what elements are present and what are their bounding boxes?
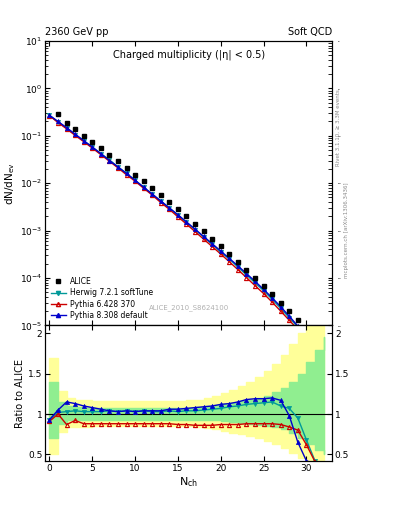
Text: Rivet 3.1.10, ≥ 3.3M events: Rivet 3.1.10, ≥ 3.3M events: [336, 90, 341, 166]
Text: mcplots.cern.ch [arXiv:1306.3436]: mcplots.cern.ch [arXiv:1306.3436]: [344, 183, 349, 278]
X-axis label: N$_\mathsf{ch}$: N$_\mathsf{ch}$: [179, 475, 198, 489]
Text: 2360 GeV pp: 2360 GeV pp: [45, 27, 109, 37]
Text: Charged multiplicity (|η| < 0.5): Charged multiplicity (|η| < 0.5): [112, 50, 265, 60]
Y-axis label: dN/dN$_\mathsf{ev}$: dN/dN$_\mathsf{ev}$: [4, 162, 17, 205]
Text: Soft QCD: Soft QCD: [288, 27, 332, 37]
Legend: ALICE, Herwig 7.2.1 softTune, Pythia 6.428 370, Pythia 8.308 default: ALICE, Herwig 7.2.1 softTune, Pythia 6.4…: [49, 275, 154, 322]
Text: ALICE_2010_S8624100: ALICE_2010_S8624100: [149, 305, 229, 311]
Y-axis label: Ratio to ALICE: Ratio to ALICE: [15, 358, 25, 428]
